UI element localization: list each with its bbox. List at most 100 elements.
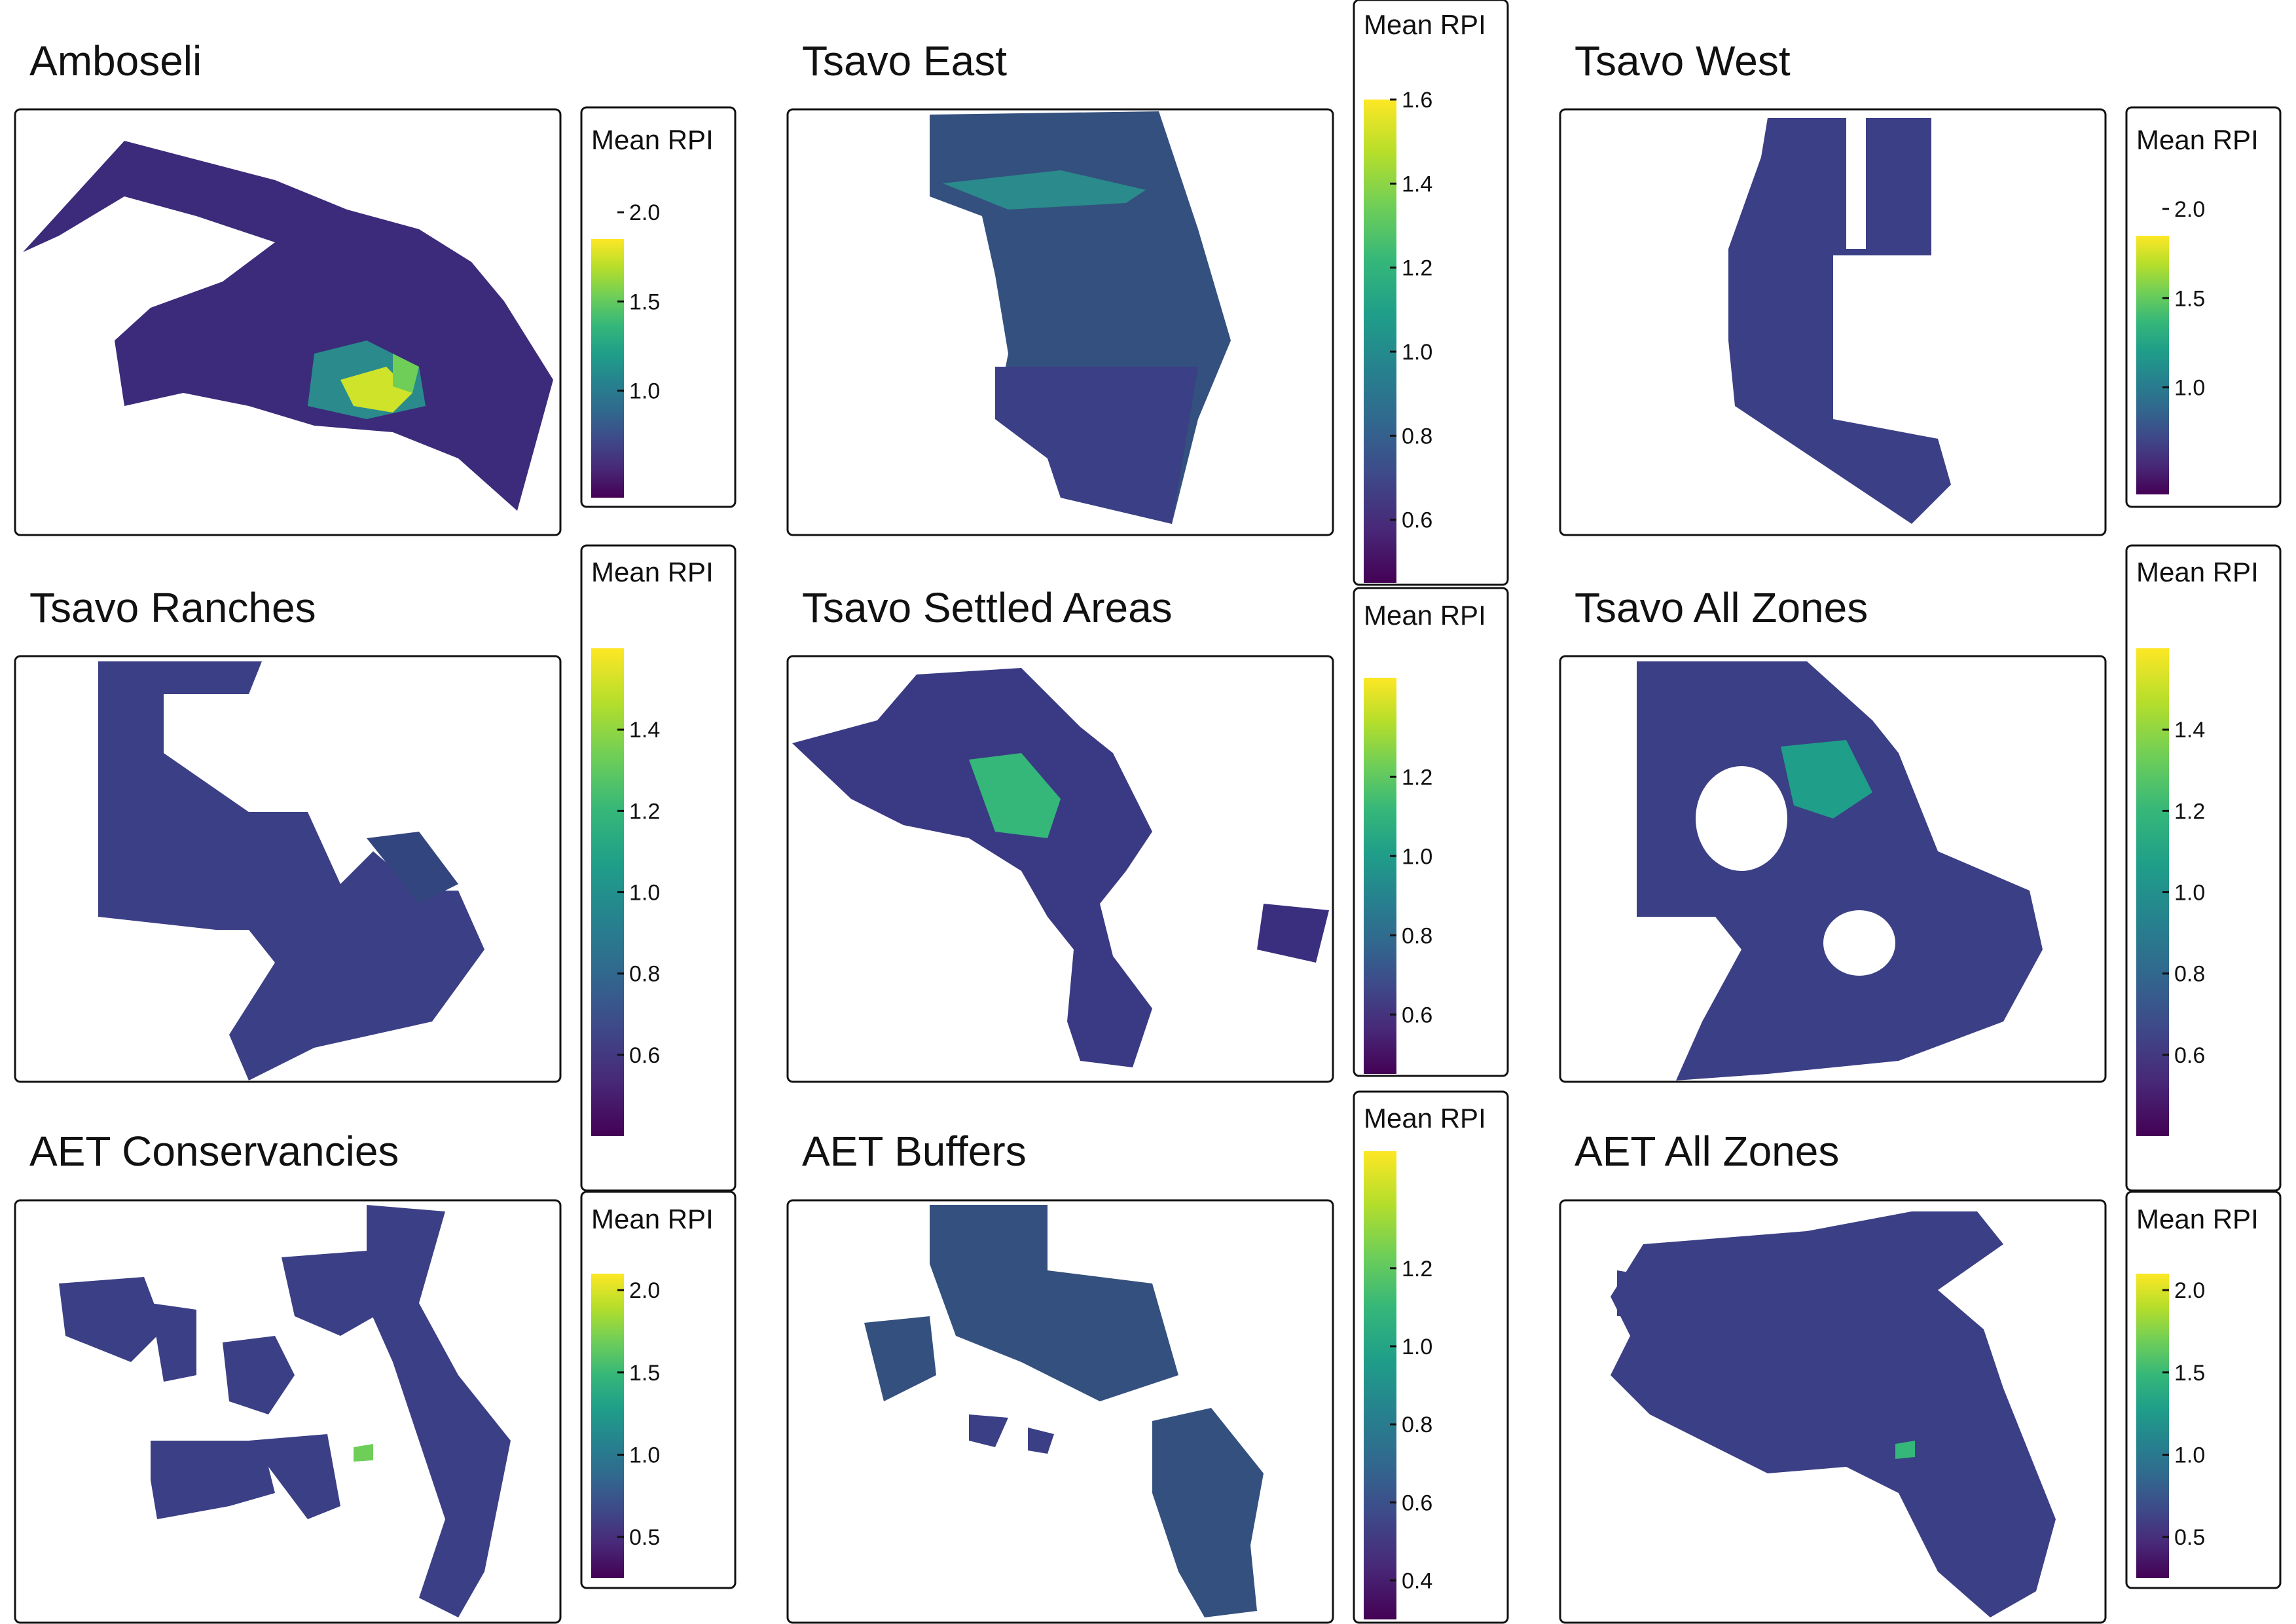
colorbar-tick-label: 0.5 [629,1525,660,1550]
colorbar-tick-label: 0.8 [1402,424,1432,449]
panel-amboseli: Amboseli Mean RPI 1.0 1.5 2.0 [14,37,737,536]
region-shape [1028,1428,1054,1454]
panel-tsavo-ranches: Tsavo Ranches Mean RPI 0.6 0.8 1.0 1.2 1.4 [14,544,737,1192]
map-region [23,141,553,511]
legend-title: Mean RPI [1364,600,1486,631]
legend-colorbar: 0.6 0.8 1.0 1.2 1.4 [2136,648,2205,1136]
colorbar-gradient [591,239,624,498]
region-shape [367,832,458,904]
region-shape [864,1316,936,1401]
region-shape [98,661,484,1080]
region-shape [59,1277,164,1362]
region-shape [1152,1408,1264,1617]
region-shape [1257,904,1329,963]
region-hotspot [1781,740,1872,819]
panel-tsavo-east: Tsavo East Mean RPI 0.6 0.8 1.0 1.2 1.4 1.6 [786,0,1509,586]
region-shape [151,1441,275,1519]
panel-title: AET Conservancies [29,1128,399,1175]
region-hotspot [393,354,419,393]
colorbar-gradient [1364,100,1396,583]
region-shape [23,141,553,511]
colorbar-tick-label: 0.6 [1402,1003,1432,1027]
colorbar-tick-label: 0.5 [2174,1525,2205,1550]
colorbar-tick-label: 1.5 [629,1361,660,1386]
map-region [1637,661,2043,1080]
colorbar-tick-label: 1.2 [629,799,660,824]
colorbar-tick-label: 1.2 [1402,1257,1432,1282]
colorbar-tick-label: 0.6 [2174,1043,2205,1068]
panel-tsavo-west: Tsavo West Mean RPI 1.0 1.5 2.0 [1559,37,2282,536]
colorbar-gradient [1364,1151,1396,1619]
colorbar-tick-label: 1.4 [2174,718,2205,743]
colorbar-tick-label: 1.0 [1402,844,1432,869]
panel-aet-conservancies: AET Conservancies Mean RPI 0.5 1.0 1.5 2.0 [14,1128,737,1624]
legend-colorbar: 0.5 1.0 1.5 2.0 [2136,1274,2205,1578]
panel-tsavo-settled-areas: Tsavo Settled Areas Mean RPI 0.6 0.8 1.0 1.… [786,584,1509,1083]
legend-colorbar: 0.6 0.8 1.0 1.2 [1364,678,1432,1074]
region-shape [282,1251,386,1336]
legend-title: Mean RPI [1364,9,1486,40]
map-region [1611,1211,2056,1617]
region-hotspot [943,170,1146,210]
panel-tsavo-all-zones: Tsavo All Zones Mean RPI 0.6 0.8 1.0 1.2 1.4 [1559,544,2282,1192]
legend-title: Mean RPI [1364,1103,1486,1134]
colorbar-tick-label: 2.0 [2174,1278,2205,1303]
colorbar-tick-label: 1.2 [1402,765,1432,790]
colorbar-tick-label: 1.4 [1402,172,1432,196]
colorbar-tick-label: 1.0 [1402,340,1432,365]
legend-colorbar: 1.0 1.5 2.0 [2136,197,2205,494]
colorbar-tick-label: 2.0 [629,1278,660,1303]
colorbar-gradient [2136,1274,2169,1578]
colorbar-tick-label: 0.4 [1402,1568,1432,1593]
panel-title: Amboseli [29,37,202,84]
colorbar-gradient [1364,678,1396,1074]
panel-title: Tsavo Settled Areas [802,584,1173,631]
colorbar-tick-label: 1.0 [2174,376,2205,401]
panel-title: AET Buffers [802,1128,1027,1175]
region-shape [367,1205,511,1617]
legend-title: Mean RPI [2136,557,2259,587]
legend-colorbar: 0.5 1.0 1.5 2.0 [591,1274,660,1578]
colorbar-tick-label: 1.5 [629,289,660,314]
map-region [1728,118,1951,524]
colorbar-tick-label: 1.0 [629,1443,660,1467]
region-hotspot [969,753,1061,838]
colorbar-tick-label: 1.5 [2174,286,2205,311]
colorbar-tick-label: 1.4 [629,718,660,743]
colorbar-gradient [591,1274,624,1578]
panel-aet-all-zones: AET All Zones Mean RPI 0.5 1.0 1.5 2.0 [1559,1128,2282,1624]
colorbar-tick-label: 0.8 [1402,923,1432,948]
region-shape [930,1205,1178,1401]
region-shape [969,1414,1008,1447]
colorbar-tick-label: 1.5 [2174,1361,2205,1386]
region-shape [151,1303,196,1382]
colorbar-tick-label: 1.0 [2174,1443,2205,1467]
legend-colorbar: 0.4 0.6 0.8 1.0 1.2 [1364,1151,1432,1619]
colorbar-tick-label: 1.0 [629,881,660,906]
colorbar-tick-label: 1.0 [2174,881,2205,906]
colorbar-tick-label: 0.8 [1402,1412,1432,1437]
legend-colorbar: 0.6 0.8 1.0 1.2 1.4 [591,648,660,1136]
colorbar-tick-label: 0.6 [1402,508,1432,533]
region-gap [1846,118,1866,249]
legend-title: Mean RPI [591,1204,714,1234]
region-shape [223,1336,295,1414]
region-shape [995,367,1198,524]
region-hotspot [354,1444,373,1462]
panel-title: Tsavo East [802,37,1007,84]
map-region [98,661,484,1080]
panel-title: Tsavo All Zones [1575,584,1868,631]
colorbar-tick-label: 1.2 [2174,799,2205,824]
legend-title: Mean RPI [2136,124,2259,155]
region-shape [1637,661,2043,1080]
region-shape [1617,1270,1656,1316]
panel-title: AET All Zones [1575,1128,1839,1175]
map-region [59,1205,511,1617]
colorbar-gradient [2136,236,2169,494]
legend-title: Mean RPI [591,124,714,155]
legend-title: Mean RPI [2136,1204,2259,1234]
map-region [930,111,1231,524]
region-shape [792,668,1152,1067]
colorbar-tick-label: 0.8 [2174,962,2205,987]
region-gap [1823,910,1895,976]
